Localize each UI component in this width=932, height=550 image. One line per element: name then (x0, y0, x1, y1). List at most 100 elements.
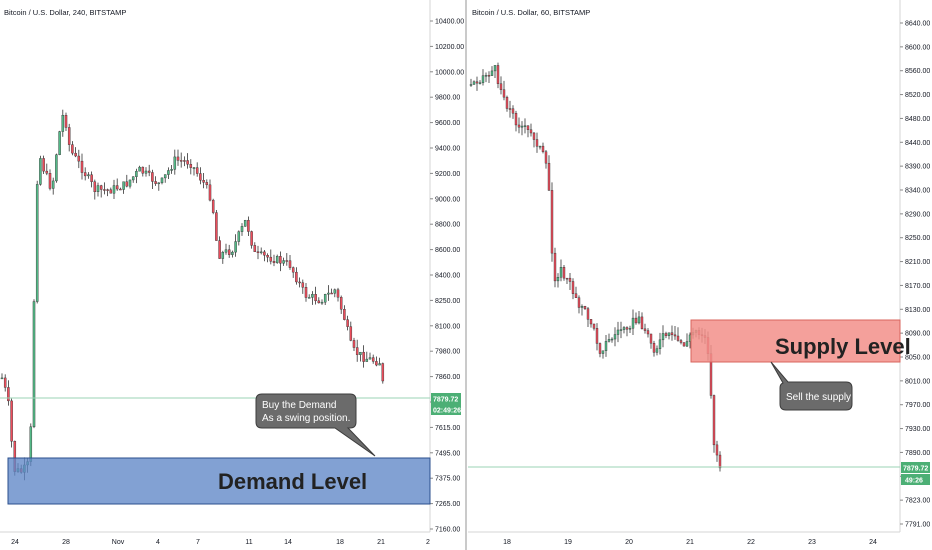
candle-body (0, 377, 4, 380)
candle-body (119, 188, 122, 191)
candle-body (317, 300, 321, 304)
candle-body (298, 281, 301, 284)
y-tick-label: 8520.00 (905, 92, 930, 99)
candle-body (547, 162, 551, 191)
candle-body (112, 185, 116, 194)
x-tick-label: 24 (869, 539, 877, 546)
candle-body (71, 144, 74, 154)
x-tick-label: 18 (503, 539, 511, 546)
candle-body (336, 289, 340, 298)
candle-body (502, 89, 506, 98)
y-tick-label: 9400.00 (435, 146, 460, 153)
candle-body (122, 181, 125, 190)
candle-body (154, 181, 157, 184)
candle-body (115, 185, 119, 190)
y-tick-label: 8010.00 (905, 378, 930, 385)
candle-body (333, 289, 337, 294)
candle-body (282, 260, 285, 264)
candle-body (535, 139, 539, 147)
candle-body (532, 132, 536, 140)
y-tick-label: 8800.00 (435, 222, 460, 229)
y-tick-label: 9800.00 (435, 95, 460, 102)
y-tick-label: 7495.00 (435, 450, 460, 457)
y-tick-label: 8440.00 (905, 140, 930, 147)
candle-body (352, 340, 356, 348)
candle-body (96, 185, 100, 193)
candle-body (472, 81, 476, 85)
demand-callout-bubble (255, 393, 376, 457)
candle-body (375, 361, 378, 366)
candle-body (568, 277, 572, 282)
candle-body (32, 301, 36, 428)
y-tick-label: 7970.00 (905, 402, 930, 409)
right-candles (469, 62, 722, 472)
candle-body (544, 151, 548, 164)
y-tick-label: 8050.00 (905, 355, 930, 362)
candle-body (144, 170, 148, 174)
candle-body (715, 444, 719, 456)
candle-body (208, 184, 212, 201)
candle-body (562, 267, 566, 279)
candle-body (339, 297, 343, 310)
candle-body (625, 327, 629, 330)
y-tick-label: 8250.00 (435, 298, 460, 305)
candle-body (523, 125, 527, 127)
candle-body (649, 333, 653, 344)
candle-body (622, 327, 626, 330)
candle-body (652, 342, 656, 353)
candle-body (712, 395, 716, 446)
candle-body (378, 363, 381, 366)
candle-body (718, 454, 722, 469)
right-price-tag: 7879.72 49:26 (901, 462, 930, 485)
candle-body (125, 181, 129, 187)
candle-body (10, 400, 13, 442)
y-tick-label: 7791.00 (905, 522, 930, 529)
candle-body (583, 306, 587, 309)
x-tick-label: 20 (625, 539, 633, 546)
candle-body (490, 70, 494, 76)
candle-body (320, 301, 324, 304)
candle-body (199, 173, 202, 181)
candle-body (87, 174, 90, 177)
y-tick-label: 8090.00 (905, 331, 930, 338)
candle-body (661, 333, 665, 341)
candle-body (598, 343, 602, 354)
candle-body (151, 172, 154, 182)
candle-body (269, 256, 273, 262)
x-tick-label: 21 (686, 539, 694, 546)
candle-body (640, 316, 644, 330)
y-tick-label: 8100.00 (435, 323, 460, 330)
candle-body (295, 271, 298, 283)
candle-body (637, 316, 641, 324)
supply-callout-bubble (770, 361, 853, 411)
candle-body (29, 426, 33, 462)
y-tick-label: 7265.00 (435, 501, 460, 508)
candle-body (237, 231, 241, 242)
candle-body (520, 125, 524, 128)
candle-body (505, 96, 509, 109)
candle-body (61, 115, 65, 132)
candle-body (514, 113, 518, 126)
candle-body (526, 125, 530, 130)
candle-body (224, 249, 228, 253)
candle-body (556, 277, 560, 282)
candle-body (679, 340, 683, 343)
x-tick-label: 24 (11, 539, 19, 546)
x-tick-label: 11 (245, 539, 252, 546)
candle-body (667, 332, 671, 336)
y-tick-label: 8170.00 (905, 283, 930, 290)
left-last-price: 7879.72 (433, 397, 458, 404)
y-tick-label: 10400.00 (435, 19, 464, 26)
y-tick-label: 7860.00 (435, 374, 460, 381)
demand-zone (7, 457, 431, 505)
x-tick-label: 2 (426, 539, 430, 546)
candle-body (307, 297, 311, 299)
demand-callout: Buy the Demand As a swing position. (255, 393, 376, 457)
candle-body (601, 350, 605, 354)
candle-body (327, 292, 330, 295)
candle-body (496, 65, 500, 84)
candle-body (135, 170, 138, 177)
left-chart-title: Bitcoin / U.S. Dollar, 240, BITSTAMP (4, 8, 126, 17)
candle-body (610, 338, 614, 341)
